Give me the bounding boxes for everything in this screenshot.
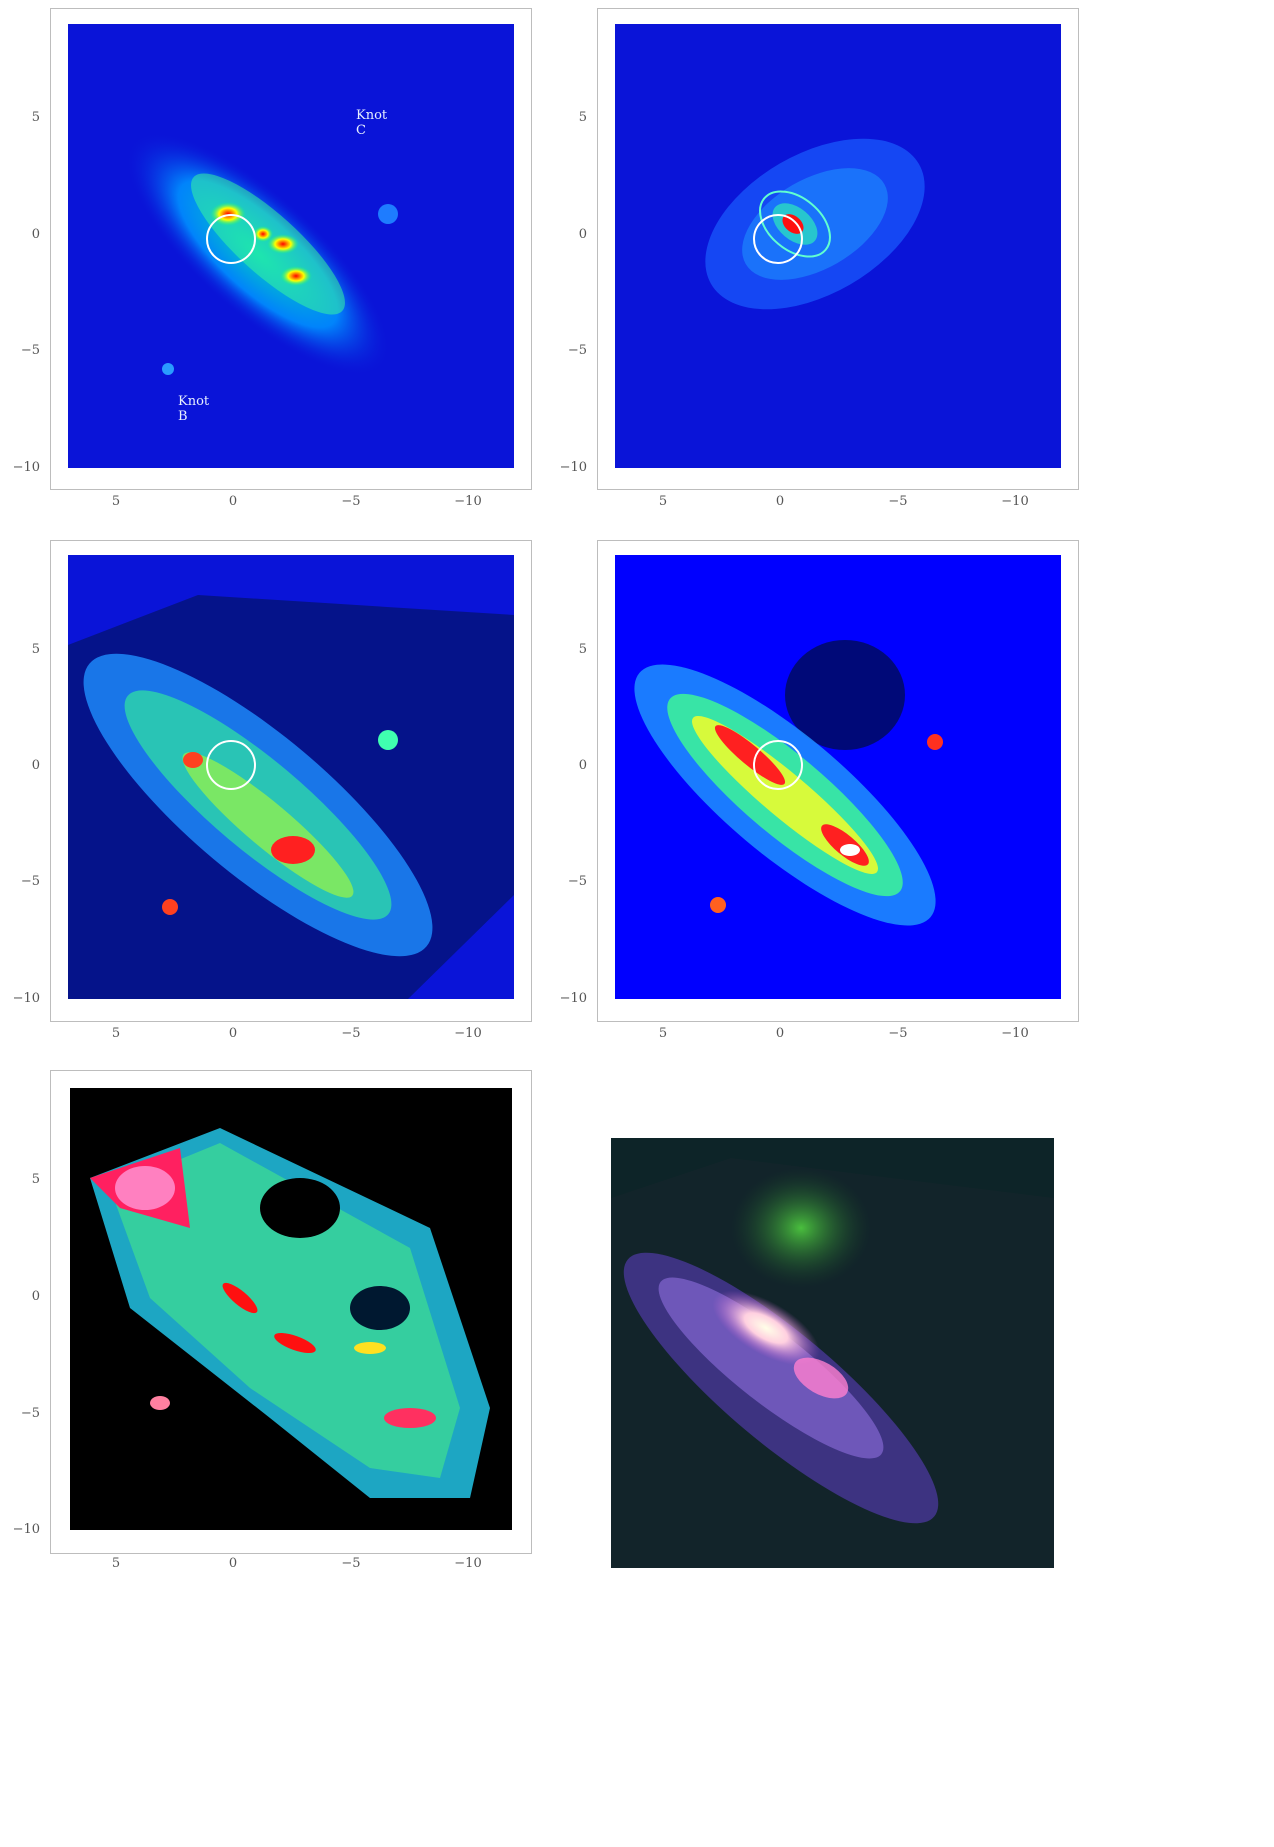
y-tick-label: −5 [20,1406,40,1421]
emission-map-image [68,24,514,468]
x-tick-label: −5 [888,1026,908,1041]
x-tick-label: −10 [454,494,482,509]
y-tick-label: 5 [578,110,587,125]
y-tick-label: −10 [559,991,587,1006]
x-tick-label: −10 [454,1556,482,1571]
x-tick-label: −10 [454,1026,482,1041]
y-tick-label: −5 [567,874,587,889]
x-tick-label: −5 [341,494,361,509]
emission-map-image [68,555,514,999]
y-tick-label: 0 [31,1289,40,1304]
x-tick-label: 5 [658,494,668,509]
x-tick-label: −5 [341,1026,361,1041]
x-tick-label: 0 [775,1026,785,1041]
y-tick-label: 0 [578,227,587,242]
y-tick-label: −5 [567,343,587,358]
y-tick-label: 5 [578,642,587,657]
y-tick-label: 0 [31,227,40,242]
knot-b-label: Knot B [178,394,210,424]
x-tick-label: −5 [341,1556,361,1571]
x-tick-label: 5 [111,1556,121,1571]
y-tick-label: 5 [31,1172,40,1187]
x-tick-label: 5 [658,1026,668,1041]
x-tick-label: 0 [775,494,785,509]
x-tick-label: −10 [1001,1026,1029,1041]
emission-map-image [615,24,1061,468]
rgb-composite-image [611,1138,1054,1568]
y-tick-label: 5 [31,110,40,125]
y-tick-label: 0 [578,758,587,773]
x-tick-label: −5 [888,494,908,509]
y-tick-label: −10 [559,460,587,475]
x-tick-label: 5 [111,494,121,509]
x-tick-label: 0 [228,1556,238,1571]
y-tick-label: −5 [20,874,40,889]
y-tick-label: −10 [12,1522,40,1537]
x-tick-label: 0 [228,1026,238,1041]
y-tick-label: −10 [12,991,40,1006]
y-tick-label: 0 [31,758,40,773]
x-tick-label: −10 [1001,494,1029,509]
y-tick-label: −10 [12,460,40,475]
x-tick-label: 5 [111,1026,121,1041]
y-tick-label: 5 [31,642,40,657]
x-tick-label: 0 [228,494,238,509]
knot-c-label: Knot C [356,108,388,138]
y-tick-label: −5 [20,343,40,358]
ratio-map-image [70,1088,512,1530]
emission-map-image [615,555,1061,999]
